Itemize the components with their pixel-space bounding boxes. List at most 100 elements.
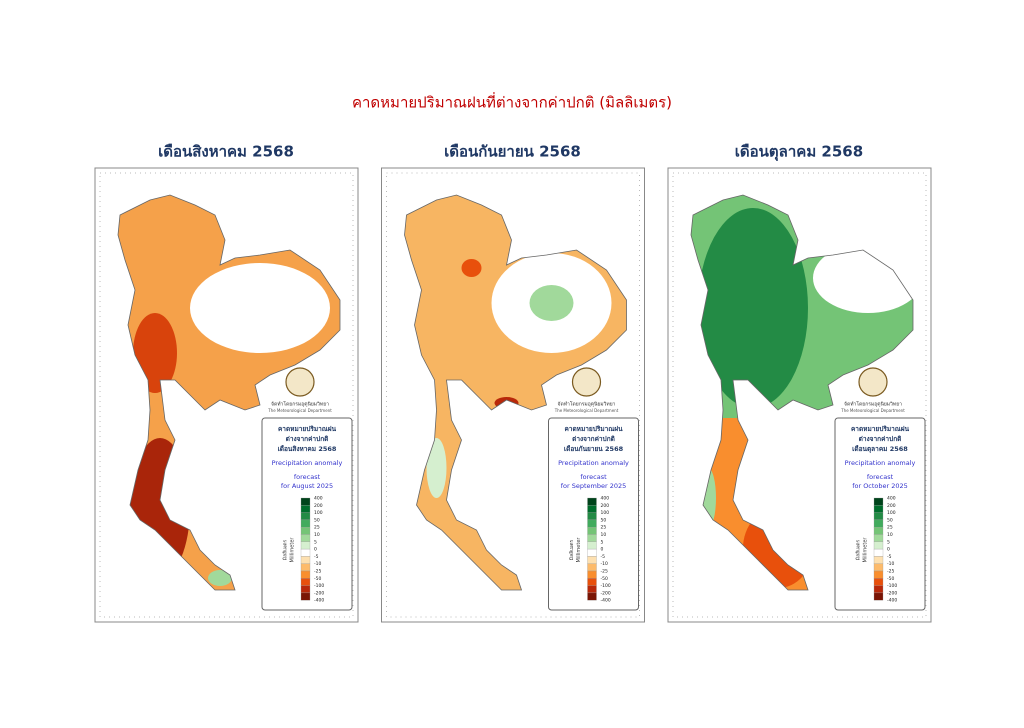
legend-swatch bbox=[300, 585, 311, 594]
legend-forecast: forecast bbox=[294, 473, 321, 481]
department-name-en: The Meteorological Department bbox=[840, 408, 905, 413]
legend-label: 200 bbox=[601, 503, 610, 509]
legend-swatch bbox=[873, 534, 884, 542]
legend-label: -200 bbox=[601, 590, 611, 596]
legend-unit-en: Millimeter bbox=[576, 537, 582, 563]
legend-forecast: forecast bbox=[867, 473, 894, 481]
legend-label: -5 bbox=[601, 554, 606, 560]
legend-label: -100 bbox=[601, 583, 611, 589]
legend-label: 50 bbox=[314, 517, 320, 523]
legend-title-line: เดือนตุลาคม 2568 bbox=[852, 445, 908, 453]
country-outline bbox=[690, 194, 914, 591]
legend-label: 50 bbox=[601, 517, 607, 523]
legend-label: -200 bbox=[314, 590, 324, 596]
legend-label: -100 bbox=[887, 583, 897, 589]
legend-title-line: ต่างจากค่าปกติ bbox=[286, 435, 329, 443]
legend-swatch bbox=[300, 556, 311, 564]
anomaly-area bbox=[698, 208, 808, 408]
legend-label: -5 bbox=[887, 554, 892, 560]
department-name-th: จัดทำโดยกรมอุตุนิยมวิทยา bbox=[271, 401, 329, 408]
legend-label: 5 bbox=[887, 539, 890, 545]
legend-label: -100 bbox=[314, 583, 324, 589]
legend-label: 50 bbox=[887, 517, 893, 523]
legend-label: -10 bbox=[887, 561, 894, 567]
legend-swatch bbox=[873, 548, 884, 557]
legend-swatch bbox=[300, 505, 311, 513]
legend-unit-th: มิลลิเมตร bbox=[855, 540, 862, 561]
legend-swatch bbox=[587, 512, 597, 521]
legend-label: 5 bbox=[601, 539, 604, 545]
page-title: คาดหมายปริมาณฝนที่ต่างจากค่าปกติ (มิลลิเ… bbox=[352, 92, 672, 112]
legend-label: -50 bbox=[887, 576, 894, 582]
legend-swatch bbox=[587, 541, 597, 550]
legend-label: 200 bbox=[887, 503, 896, 509]
legend-title-line: เดือนกันยายน 2568 bbox=[564, 445, 624, 453]
legend-swatch bbox=[587, 585, 597, 594]
legend-label: 25 bbox=[887, 525, 893, 531]
legend-label: 0 bbox=[601, 547, 604, 553]
legend-label: 25 bbox=[601, 525, 607, 531]
legend-swatch bbox=[873, 512, 884, 521]
legend-label: -25 bbox=[601, 569, 608, 575]
legend-subtitle: Precipitation anomaly bbox=[558, 459, 629, 467]
legend-unit-en: Millimeter bbox=[863, 537, 869, 563]
department-name-th: จัดทำโดยกรมอุตุนิยมวิทยา bbox=[844, 401, 902, 408]
legend-label: -400 bbox=[887, 598, 897, 604]
legend-swatch bbox=[300, 592, 311, 601]
legend-swatch bbox=[873, 497, 884, 506]
legend-label: 10 bbox=[601, 532, 607, 538]
legend-title-line: คาดหมายปริมาณฝน bbox=[851, 425, 910, 433]
legend-swatch bbox=[587, 519, 597, 528]
legend-swatch bbox=[587, 534, 597, 542]
legend-label: 100 bbox=[887, 510, 896, 516]
legend-label: 100 bbox=[601, 510, 610, 516]
legend-swatch bbox=[300, 541, 311, 550]
legend-label: -10 bbox=[314, 561, 321, 567]
legend-swatch bbox=[873, 578, 884, 586]
legend-label: -50 bbox=[601, 576, 608, 582]
legend-swatch bbox=[587, 505, 597, 513]
anomaly-area bbox=[529, 285, 574, 321]
legend-swatch bbox=[587, 570, 597, 579]
legend-label: -10 bbox=[601, 561, 608, 567]
legend-label: -200 bbox=[887, 590, 897, 596]
legend-label: 0 bbox=[887, 547, 890, 553]
legend-swatch bbox=[873, 519, 884, 528]
legend-label: -25 bbox=[314, 569, 321, 575]
legend-swatch bbox=[873, 541, 884, 550]
legend-label: 100 bbox=[314, 510, 323, 516]
anomaly-area bbox=[426, 438, 447, 498]
legend-swatch bbox=[587, 563, 597, 572]
panel-heading: เดือนตุลาคม 2568 bbox=[735, 143, 863, 162]
anomaly-area bbox=[208, 570, 232, 586]
legend-swatch bbox=[300, 512, 311, 521]
anomaly-areas bbox=[426, 253, 612, 498]
legend-title-line: ต่างจากค่าปกติ bbox=[859, 435, 902, 443]
legend-swatch bbox=[873, 592, 884, 601]
legend-label: 10 bbox=[314, 532, 320, 538]
legend-unit-th: มิลลิเมตร bbox=[568, 540, 575, 561]
legend-title-line: เดือนสิงหาคม 2568 bbox=[278, 445, 337, 453]
legend-swatch bbox=[300, 548, 311, 557]
legend-swatch bbox=[300, 578, 311, 586]
legend-subtitle: Precipitation anomaly bbox=[845, 459, 916, 467]
legend-label: 400 bbox=[314, 496, 323, 502]
legend-swatch bbox=[587, 548, 597, 557]
legend-period: for October 2025 bbox=[852, 482, 908, 490]
legend-title-line: คาดหมายปริมาณฝน bbox=[564, 425, 623, 433]
legend-label: -400 bbox=[314, 598, 324, 604]
legend-label: -50 bbox=[314, 576, 321, 582]
legend-swatch bbox=[873, 570, 884, 579]
legend-swatch bbox=[300, 519, 311, 528]
legend-title-line: คาดหมายปริมาณฝน bbox=[278, 425, 337, 433]
legend-label: 5 bbox=[314, 539, 317, 545]
legend-subtitle: Precipitation anomaly bbox=[272, 459, 343, 467]
legend-swatch bbox=[587, 578, 597, 586]
legend-swatch bbox=[300, 527, 311, 535]
legend-swatch bbox=[587, 527, 597, 535]
legend-forecast: forecast bbox=[580, 473, 607, 481]
